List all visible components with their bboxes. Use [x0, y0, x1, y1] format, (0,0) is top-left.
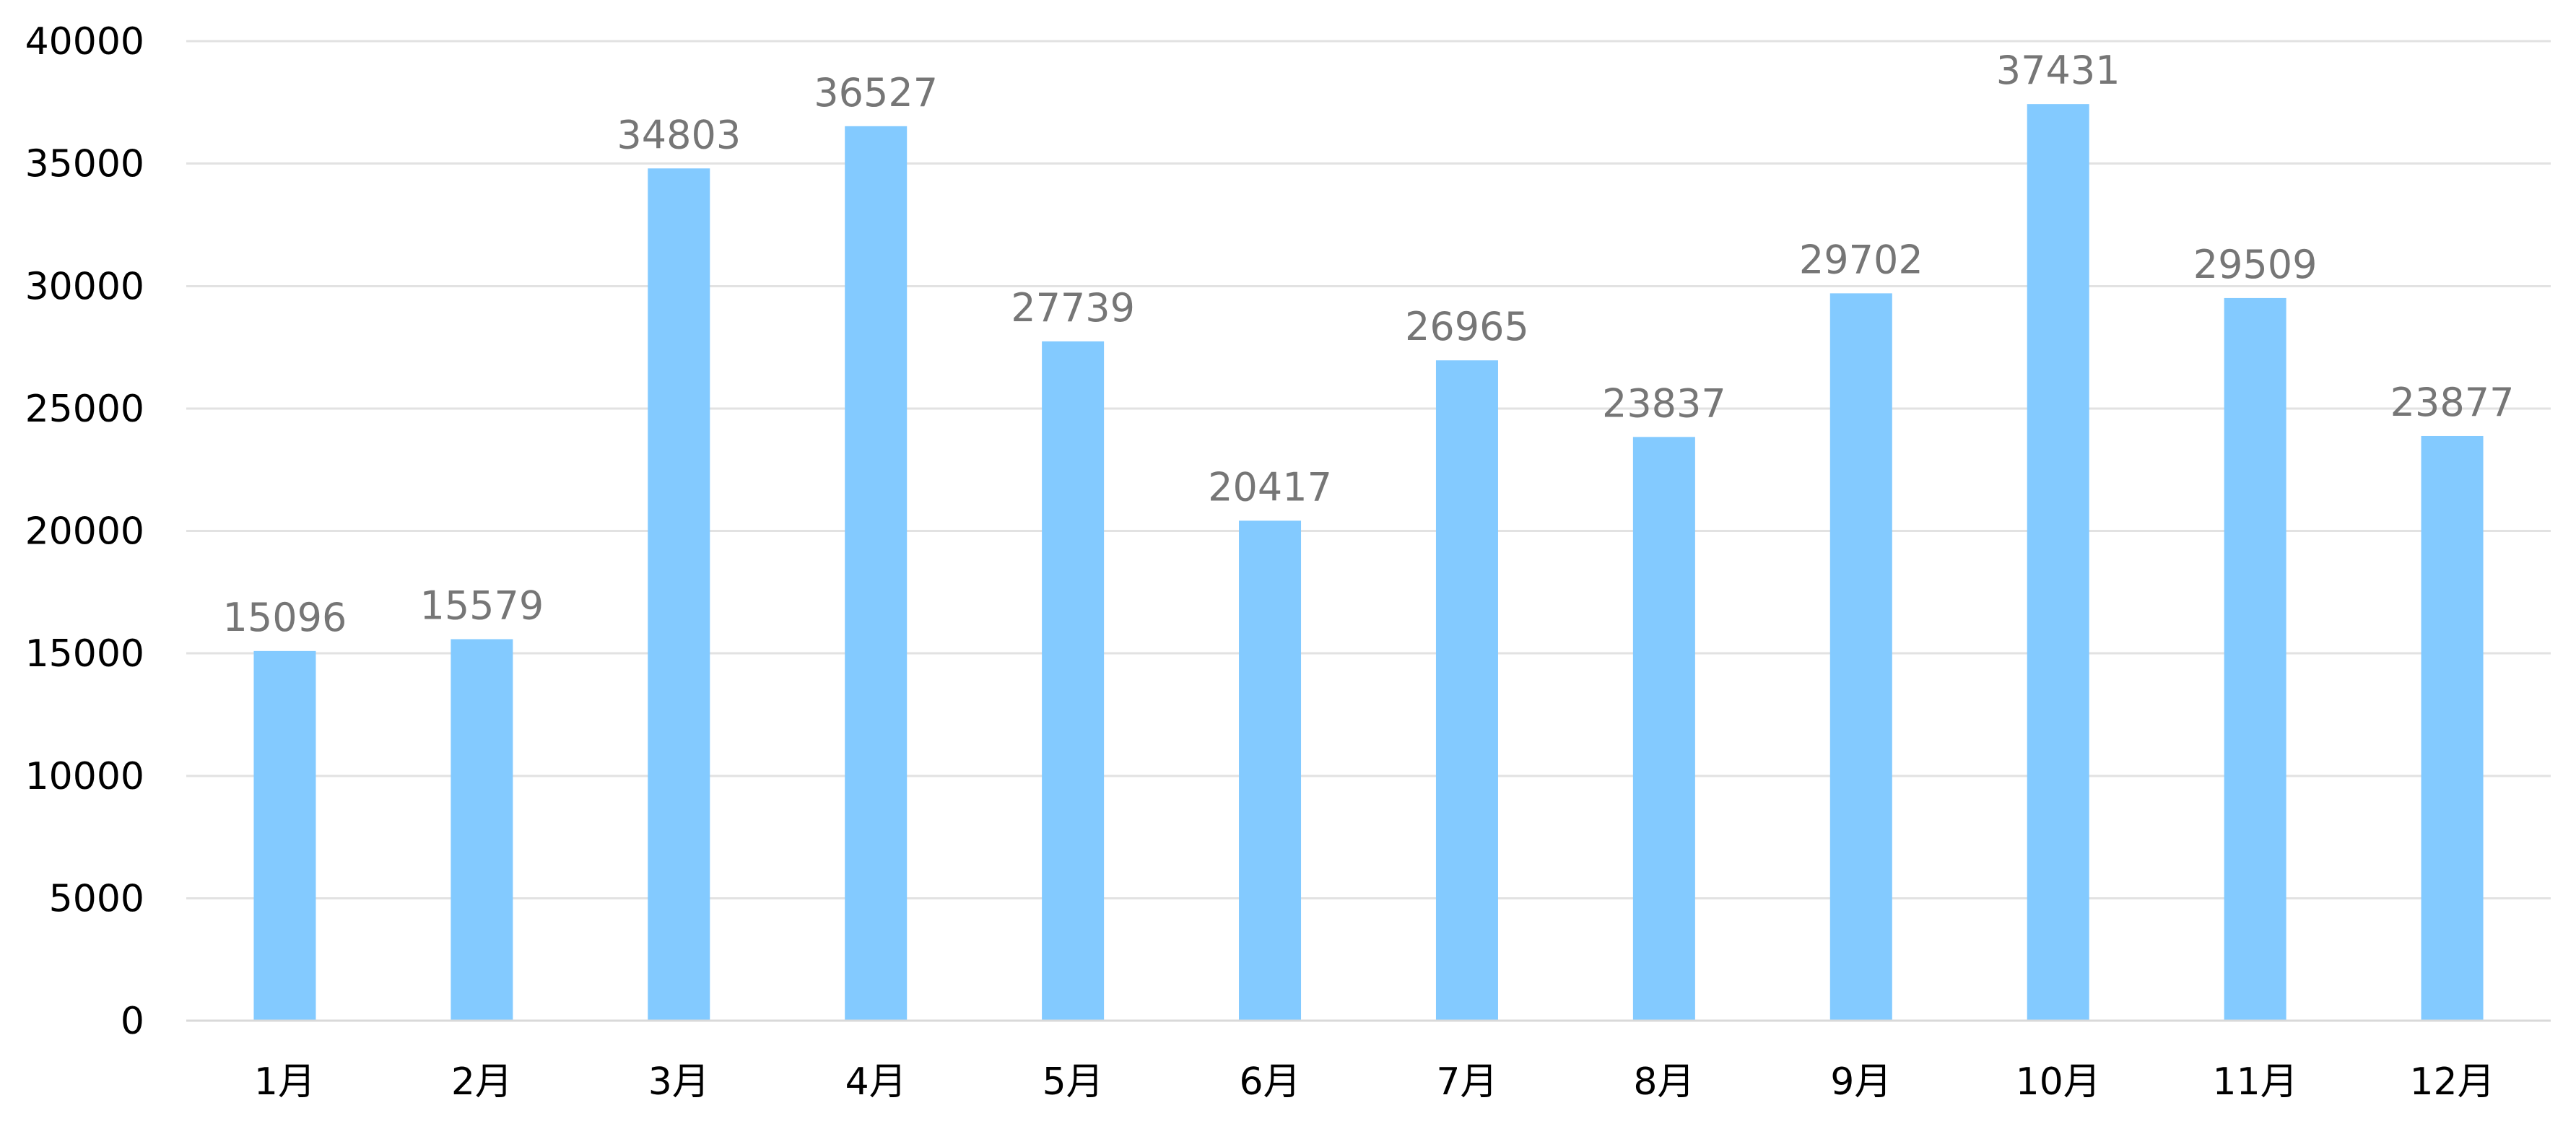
bar [845, 126, 908, 1021]
bars [253, 104, 2484, 1021]
y-tick-label: 5000 [49, 877, 144, 920]
bar [451, 639, 513, 1021]
data-label: 27739 [1011, 285, 1135, 331]
y-tick-label: 0 [121, 1000, 144, 1043]
x-tick-label: 3月 [648, 1060, 710, 1104]
bar [2027, 104, 2089, 1021]
data-labels: 15096 15579 34803 36527 27739 20417 26965 23837… [223, 48, 2515, 640]
y-tick-label: 40000 [25, 20, 144, 64]
y-tick-label: 10000 [25, 755, 144, 798]
y-tick-label: 25000 [25, 388, 144, 431]
data-label: 15096 [223, 595, 347, 640]
bar [2224, 297, 2286, 1021]
y-tick-label: 20000 [25, 510, 144, 554]
bar [1042, 341, 1105, 1021]
bar [2421, 435, 2484, 1021]
x-tick-label: 11月 [2213, 1060, 2298, 1104]
x-tick-label: 5月 [1043, 1060, 1104, 1104]
y-tick-label: 35000 [25, 143, 144, 186]
bar [1632, 437, 1695, 1021]
data-label: 34803 [617, 112, 741, 157]
x-tick-label: 10月 [2016, 1060, 2101, 1104]
y-axis: 0 5000 10000 15000 20000 25000 30000 35000 40000 [25, 20, 144, 1043]
data-label: 29509 [2193, 242, 2318, 287]
bar [648, 168, 710, 1021]
data-label: 36527 [814, 70, 938, 115]
data-label: 23837 [1602, 380, 1726, 426]
bar [253, 650, 316, 1021]
data-label: 23877 [2390, 380, 2515, 425]
y-tick-label: 30000 [25, 265, 144, 308]
data-label: 37431 [1996, 48, 2120, 93]
x-tick-label: 7月 [1436, 1060, 1497, 1104]
x-tick-label: 2月 [451, 1060, 513, 1104]
data-label: 20417 [1208, 464, 1332, 510]
bar [1829, 293, 1892, 1021]
data-label: 29702 [1799, 237, 1923, 282]
x-tick-label: 8月 [1633, 1060, 1694, 1104]
bar [1239, 520, 1302, 1021]
x-tick-label: 12月 [2409, 1060, 2494, 1104]
x-tick-label: 9月 [1830, 1060, 1892, 1104]
data-label: 15579 [419, 583, 544, 628]
data-label: 26965 [1405, 304, 1529, 349]
gridlines [186, 40, 2551, 899]
x-axis: 1月 2月 3月 4月 5月 6月 7月 8月 9月 10月 11月 12月 [186, 1019, 2551, 1104]
bar [1435, 360, 1498, 1021]
y-tick-label: 15000 [25, 632, 144, 676]
x-tick-label: 6月 [1239, 1060, 1300, 1104]
x-tick-label: 4月 [845, 1060, 907, 1104]
x-tick-label: 1月 [254, 1060, 316, 1104]
